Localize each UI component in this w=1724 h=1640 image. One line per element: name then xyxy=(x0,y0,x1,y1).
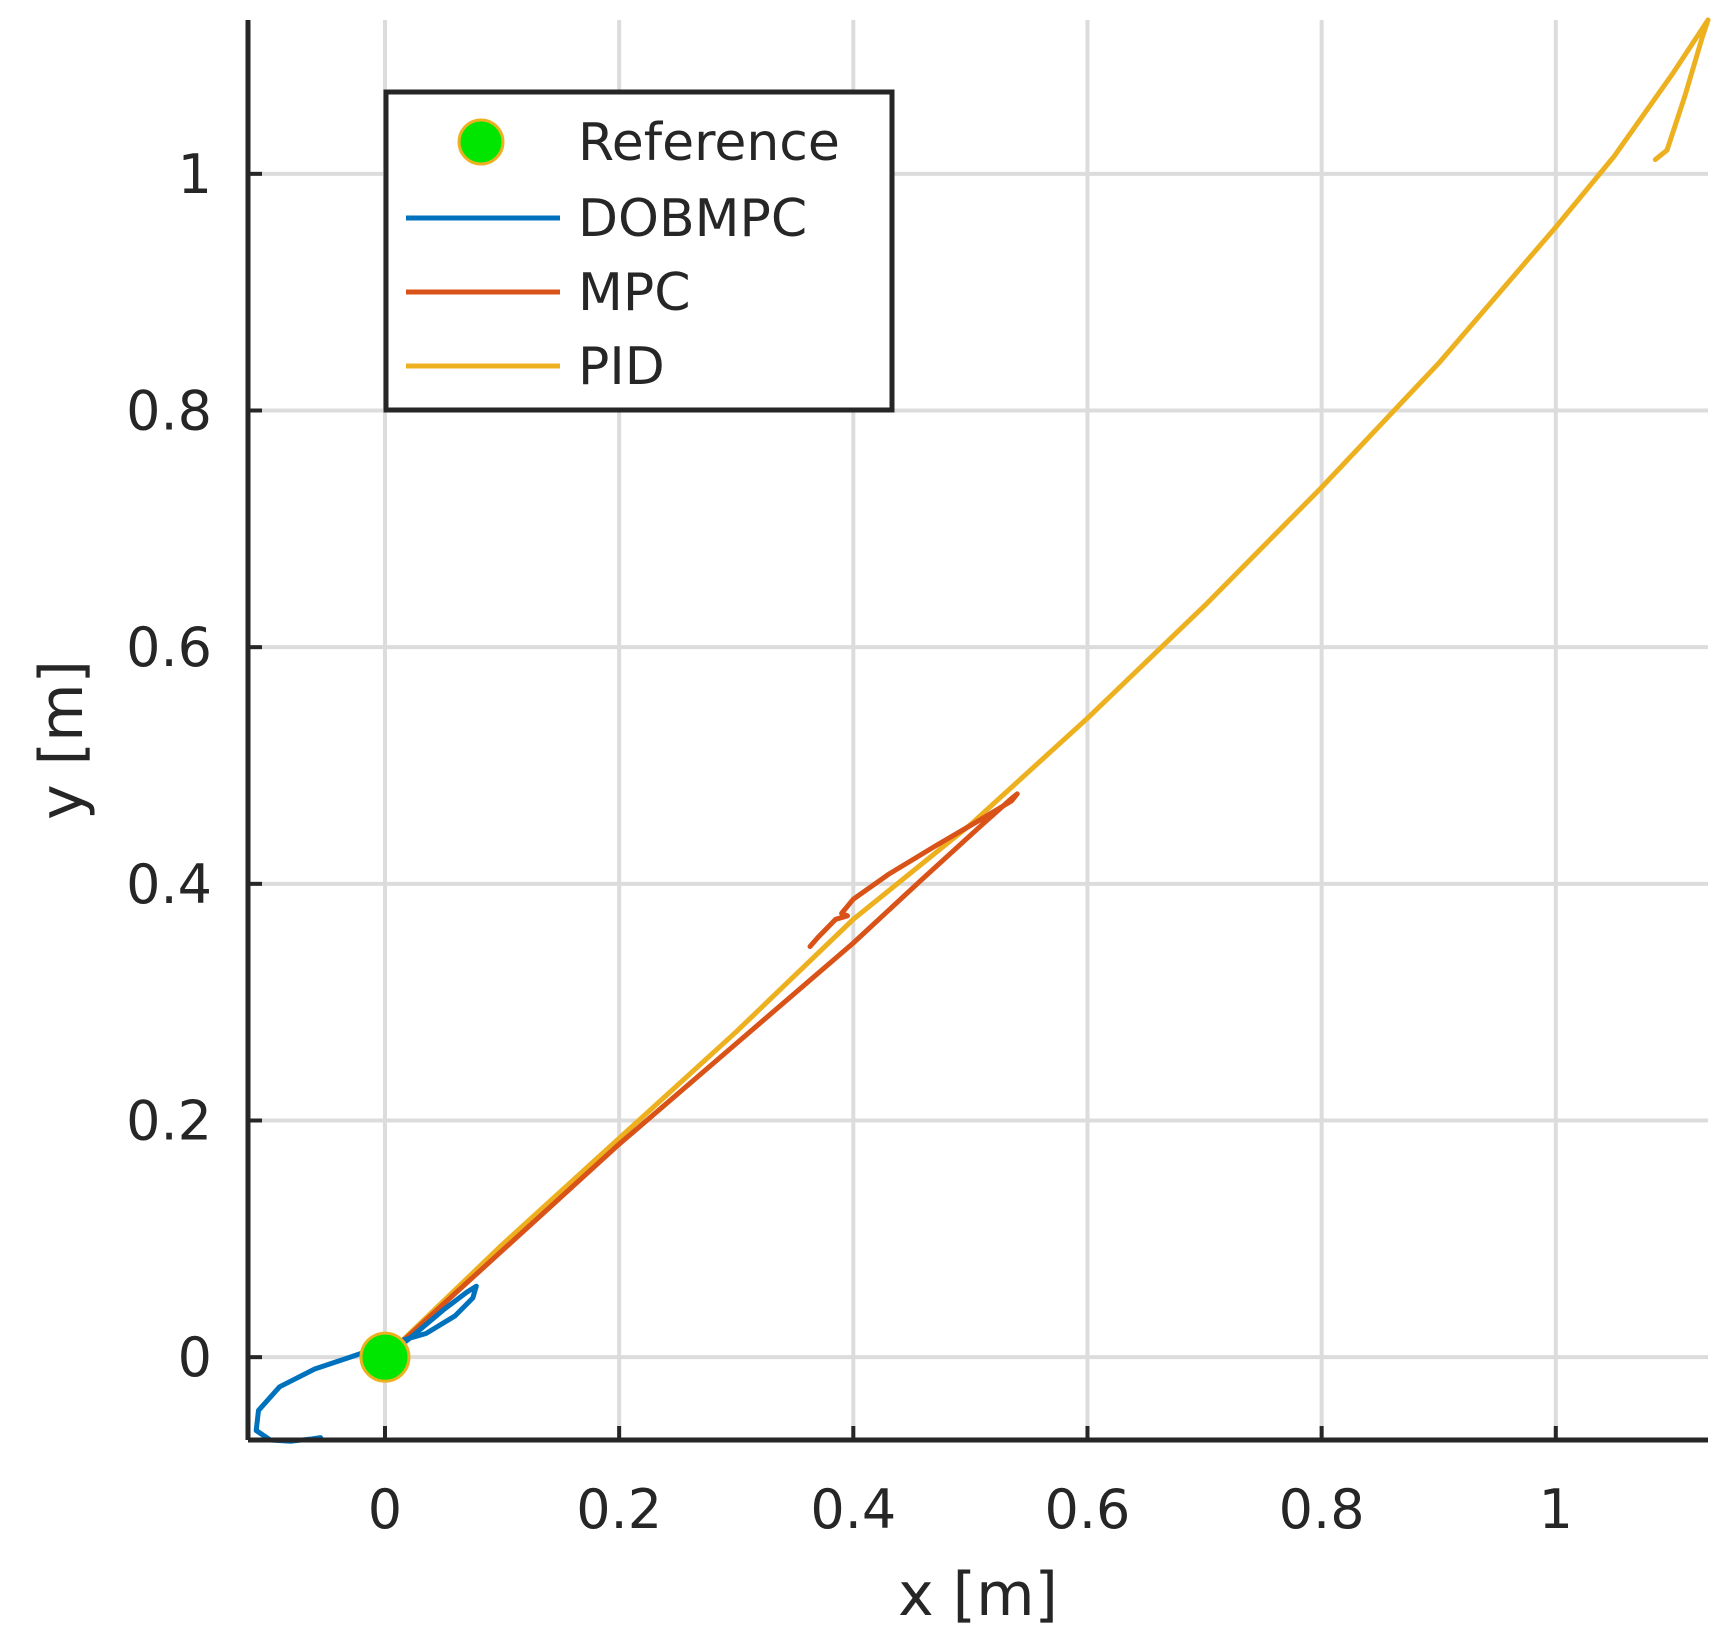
x-axis-label: x [m] xyxy=(898,1560,1058,1630)
x-tick-labels: 0 0.2 0.4 0.6 0.8 1 xyxy=(368,1478,1573,1541)
legend-marker-reference xyxy=(457,118,505,166)
y-tick-label: 1 xyxy=(178,143,212,206)
legend-label-reference: Reference xyxy=(578,113,840,173)
x-tick-label: 0.4 xyxy=(810,1478,896,1541)
x-tick-label: 0 xyxy=(368,1478,402,1541)
x-tick-label: 0.2 xyxy=(576,1478,662,1541)
legend-label-pid: PID xyxy=(578,337,665,397)
legend: Reference DOBMPC MPC PID xyxy=(383,89,895,413)
y-tick-label: 0.2 xyxy=(126,1090,212,1153)
x-tick-label: 0.6 xyxy=(1045,1478,1131,1541)
y-tick-label: 0 xyxy=(178,1326,212,1389)
reference-marker xyxy=(359,1331,411,1383)
y-axis-label: y [m] xyxy=(27,660,97,820)
y-tick-labels: 0 0.2 0.4 0.6 0.8 1 xyxy=(126,143,212,1389)
y-tick-label: 0.8 xyxy=(126,380,212,443)
series-line-pid xyxy=(382,17,1711,1360)
x-tick-label: 1 xyxy=(1539,1478,1573,1541)
legend-label-mpc: MPC xyxy=(578,263,691,323)
legend-label-dobmpc: DOBMPC xyxy=(578,189,807,249)
y-tick-label: 0.6 xyxy=(126,616,212,679)
series-line-mpc xyxy=(382,791,1020,1360)
axes xyxy=(245,20,1708,1443)
y-tick-label: 0.4 xyxy=(126,853,212,916)
x-tick-label: 0.8 xyxy=(1279,1478,1365,1541)
